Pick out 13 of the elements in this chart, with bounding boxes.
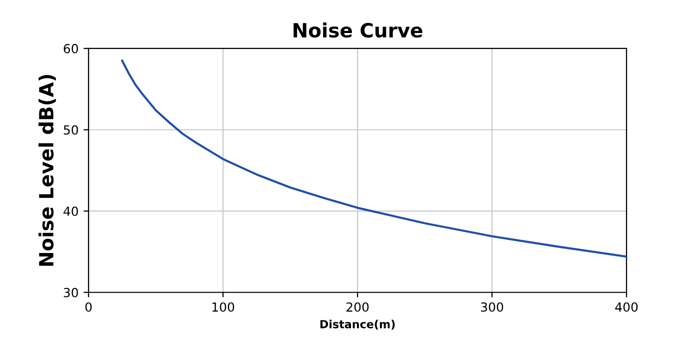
y-tick-label: 50 bbox=[64, 125, 78, 135]
x-tick-label: 200 bbox=[346, 302, 369, 312]
chart-title: Noise Curve bbox=[294, 22, 422, 38]
line-series bbox=[121, 60, 627, 258]
x-axis-title: Distance(m) bbox=[320, 320, 395, 330]
x-tick-label: 400 bbox=[615, 302, 638, 312]
x-tick-label: 0 bbox=[85, 302, 92, 312]
x-tick-label: 300 bbox=[481, 302, 504, 312]
y-axis-title: Noise Level dB(A) bbox=[38, 74, 56, 266]
y-tick-label: 30 bbox=[64, 288, 78, 298]
y-tick-label: 40 bbox=[64, 206, 78, 216]
y-tick-label: 60 bbox=[64, 44, 78, 54]
x-tick-label: 100 bbox=[212, 302, 234, 312]
